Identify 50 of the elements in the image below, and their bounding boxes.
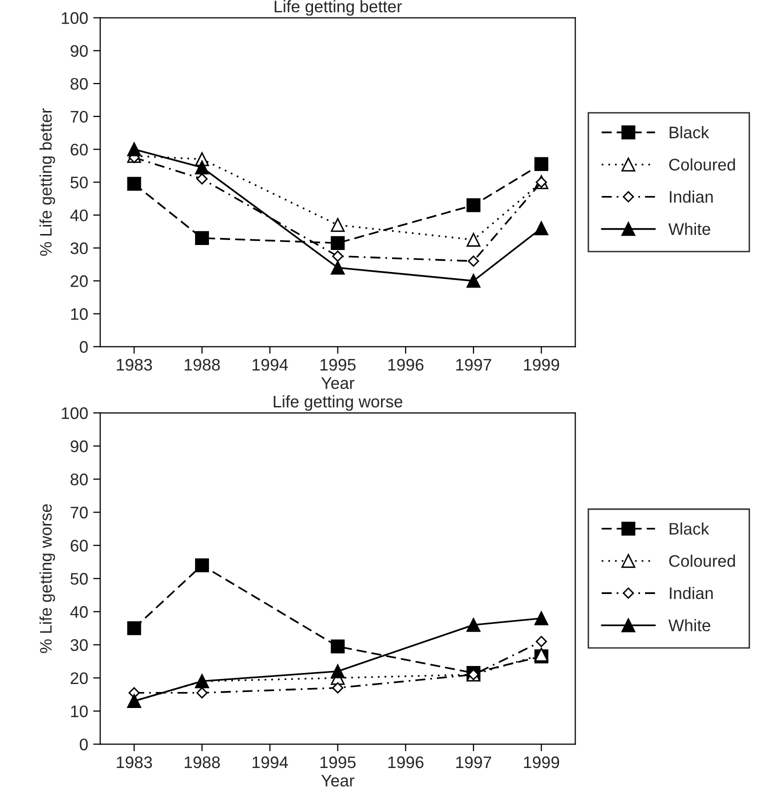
y-tick-label: 100 [62,12,88,24]
y-tick-label: 100 [62,407,88,420]
y-axis-title: % Life getting better [40,108,56,256]
y-tick-label: 80 [70,78,88,90]
y-tick-label: 60 [70,540,88,552]
y-tick-label: 70 [70,110,88,123]
x-tick-label: 1995 [320,756,356,768]
y-tick-label: 20 [70,672,88,684]
x-tick-label: 1983 [116,358,152,371]
x-tick-label: 1988 [184,756,220,768]
x-tick-label: 1999 [524,756,560,768]
y-tick-label: 0 [80,341,88,353]
legend-label: Coloured [669,554,735,567]
y-tick-label: 90 [70,45,88,57]
x-tick-label: 1994 [252,756,288,768]
y-tick-label: 90 [70,440,88,452]
legend-label: White [668,222,710,235]
x-tick-label: 1994 [252,358,288,371]
x-tick-label: 1996 [388,756,424,768]
y-tick-label: 20 [70,275,88,288]
legend-label: Indian [670,190,713,203]
chart-title: Life getting worse [274,395,402,411]
legend-label: Coloured [669,158,735,171]
x-tick-label: 1997 [456,756,492,768]
x-axis-title: Year [321,377,354,389]
y-tick-label: 10 [71,308,88,320]
x-tick-label: 1996 [388,358,424,371]
y-axis-title: % Life getting worse [40,504,56,653]
legend-label: Indian [670,586,713,600]
y-tick-label: 30 [70,242,88,254]
legend-label: Black [670,126,710,138]
legend-label: White [668,619,710,632]
y-tick-label: 0 [80,738,88,750]
y-tick-label: 50 [70,572,88,585]
y-tick-label: 40 [70,606,88,618]
chart-title: Life getting better [274,0,402,16]
x-tick-label: 1999 [524,358,560,371]
y-tick-label: 50 [70,176,88,188]
y-tick-label: 80 [70,474,88,486]
x-tick-label: 1995 [320,358,356,371]
y-tick-label: 30 [70,639,88,651]
legend-label: Black [670,522,710,535]
x-tick-label: 1983 [116,756,152,768]
x-tick-label: 1988 [184,358,220,371]
y-tick-label: 70 [70,506,88,518]
x-tick-label: 1997 [456,358,492,371]
y-tick-label: 10 [71,705,88,718]
y-tick-label: 40 [70,209,88,222]
y-tick-label: 60 [70,144,88,156]
x-axis-title: Year [321,774,354,787]
